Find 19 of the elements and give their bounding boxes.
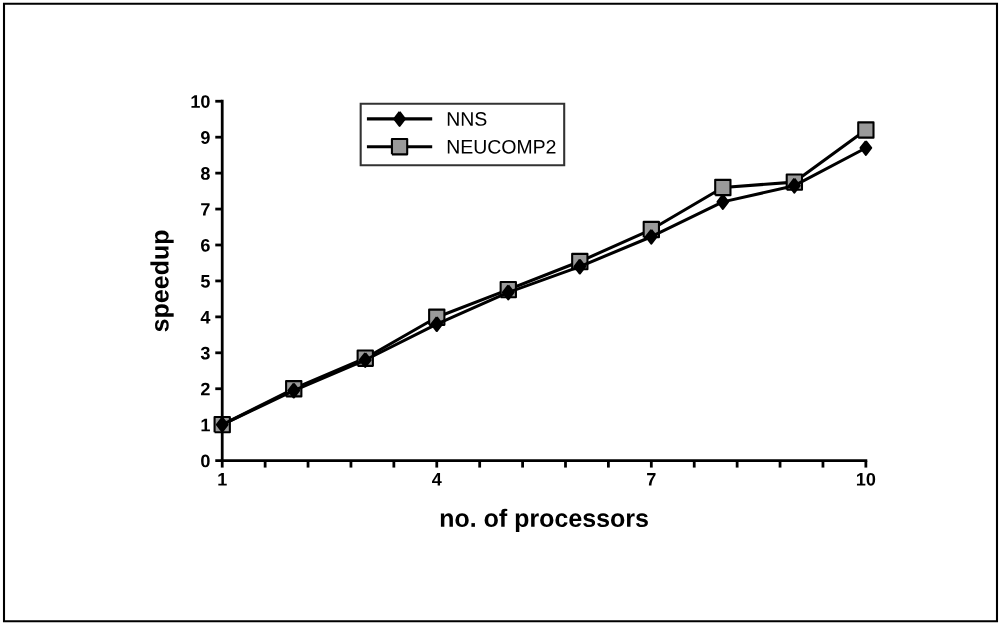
y-tick-label: 9	[201, 131, 210, 144]
y-tick-label: 1	[201, 418, 210, 432]
y-tick-label: 8	[200, 167, 210, 180]
y-tick-label: 7	[201, 203, 210, 216]
x-tick-label: 10	[856, 472, 876, 486]
y-tick-label: 2	[201, 382, 210, 396]
y-axis-title: speedup	[150, 230, 174, 332]
x-tick-label: 1	[218, 473, 227, 486]
legend-label: NEUCOMP2	[447, 139, 556, 154]
y-tick-label: 10	[191, 95, 210, 108]
y-tick-label: 0	[201, 454, 210, 468]
y-tick-label: 4	[200, 311, 211, 324]
x-axis-title: no. of processors	[440, 508, 648, 533]
y-tick-label: 6	[201, 238, 210, 252]
x-tick-label: 4	[432, 473, 442, 486]
y-tick-label: 3	[200, 346, 210, 360]
x-tick-label: 7	[647, 473, 656, 486]
legend-label: NNS	[447, 112, 487, 126]
y-tick-label: 5	[200, 275, 210, 288]
